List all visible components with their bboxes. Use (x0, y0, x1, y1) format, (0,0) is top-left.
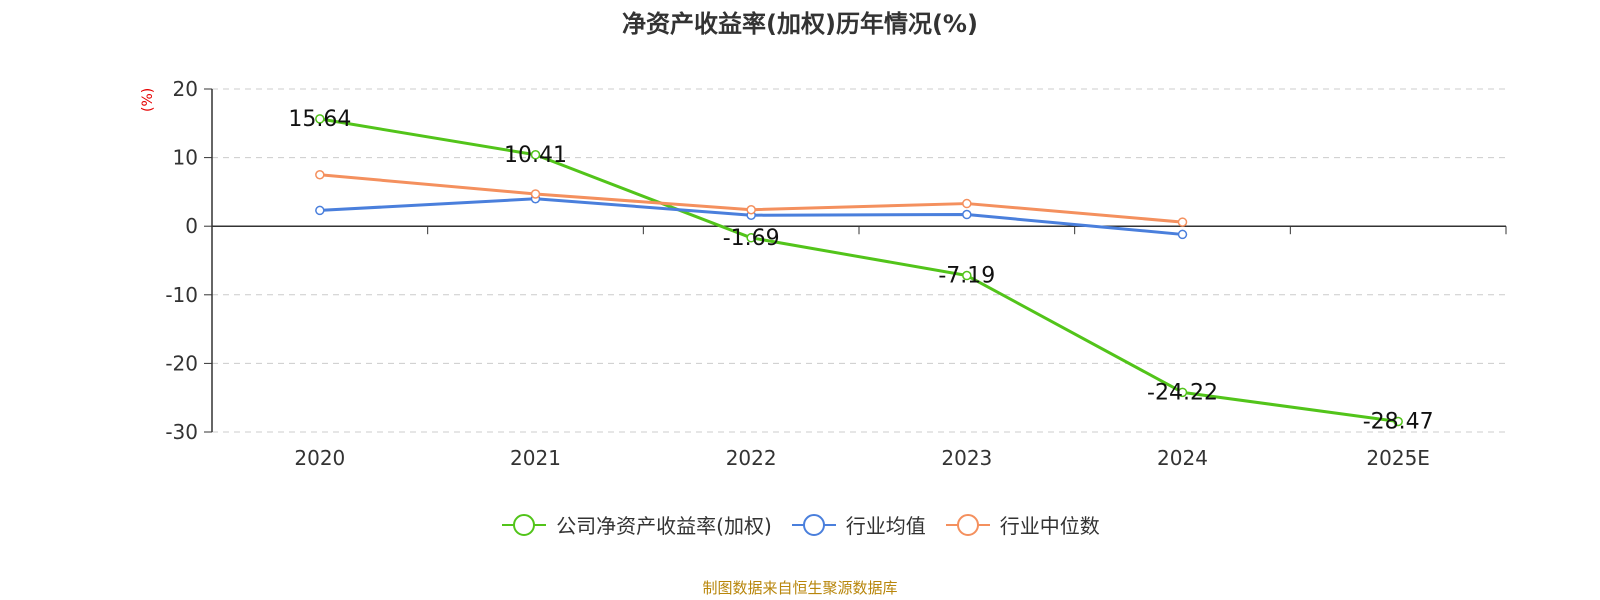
series-line (319, 117, 1399, 423)
y-tick-label: 10 (173, 146, 198, 170)
legend-label: 行业中位数 (999, 514, 1100, 538)
legend-marker-icon (502, 513, 547, 536)
data-point (1177, 229, 1188, 240)
data-point (962, 209, 972, 220)
data-label: -1.69 (723, 226, 780, 251)
y-tick-label: -10 (165, 283, 198, 307)
data-point (962, 270, 972, 281)
legend-item[interactable]: 行业中位数 (944, 510, 1100, 539)
data-label: -28.47 (1363, 410, 1434, 435)
y-tick-label: 20 (173, 77, 198, 101)
data-point (746, 233, 756, 243)
grid-layer (212, 88, 1506, 433)
y-tick-label: -30 (165, 420, 198, 444)
x-tick-label: 2023 (941, 446, 992, 470)
legend-label: 行业均值 (845, 514, 926, 538)
x-tick-label: 2020 (294, 446, 345, 470)
data-point (1393, 416, 1403, 427)
data-point (530, 189, 541, 199)
legend-label: 公司净资产收益率(加权) (556, 514, 772, 538)
data-point (962, 198, 972, 209)
data-point (315, 170, 325, 180)
data-label: -7.19 (938, 264, 995, 289)
data-point (530, 150, 541, 160)
legend-marker-circle (802, 513, 825, 536)
data-label: 15.64 (288, 107, 351, 132)
legend-item[interactable]: 行业均值 (790, 510, 926, 539)
legend-marker-icon (945, 513, 990, 536)
data-point (315, 114, 325, 124)
y-tick-label: 0 (185, 214, 198, 238)
data-point (315, 205, 325, 216)
chart-title: 净资产收益率(加权)历年情况(%) (622, 10, 978, 38)
data-source-note: 制图数据来自恒生聚源数据库 (702, 579, 898, 597)
axis-layer: 20 10 0 -10 -20 -30 2020 2021 2022 2023 2024 2025E (165, 77, 1507, 470)
y-tick-label: -20 (165, 351, 198, 375)
legend-marker-circle (956, 513, 979, 536)
legend-marker-circle (513, 513, 536, 536)
x-tick-label: 2024 (1157, 446, 1208, 470)
data-label: 10.41 (504, 143, 567, 168)
data-label-layer: 15.64 10.41 -1.69 -7.19 -24.22 -28.47 (288, 107, 1433, 435)
legend-marker-icon (791, 513, 836, 536)
x-tick-label: 2022 (726, 446, 777, 470)
series-layer (315, 114, 1403, 427)
x-tick-label: 2021 (510, 446, 561, 470)
data-point (746, 204, 756, 215)
chart-legend: 公司净资产收益率(加权) 行业均值 行业中位数 (0, 510, 1600, 539)
x-tick-label: 2025E (1366, 446, 1430, 470)
data-point (1177, 387, 1188, 398)
legend-item[interactable]: 公司净资产收益率(加权) (500, 510, 772, 539)
data-point (1177, 217, 1188, 227)
data-label: -24.22 (1147, 380, 1218, 405)
